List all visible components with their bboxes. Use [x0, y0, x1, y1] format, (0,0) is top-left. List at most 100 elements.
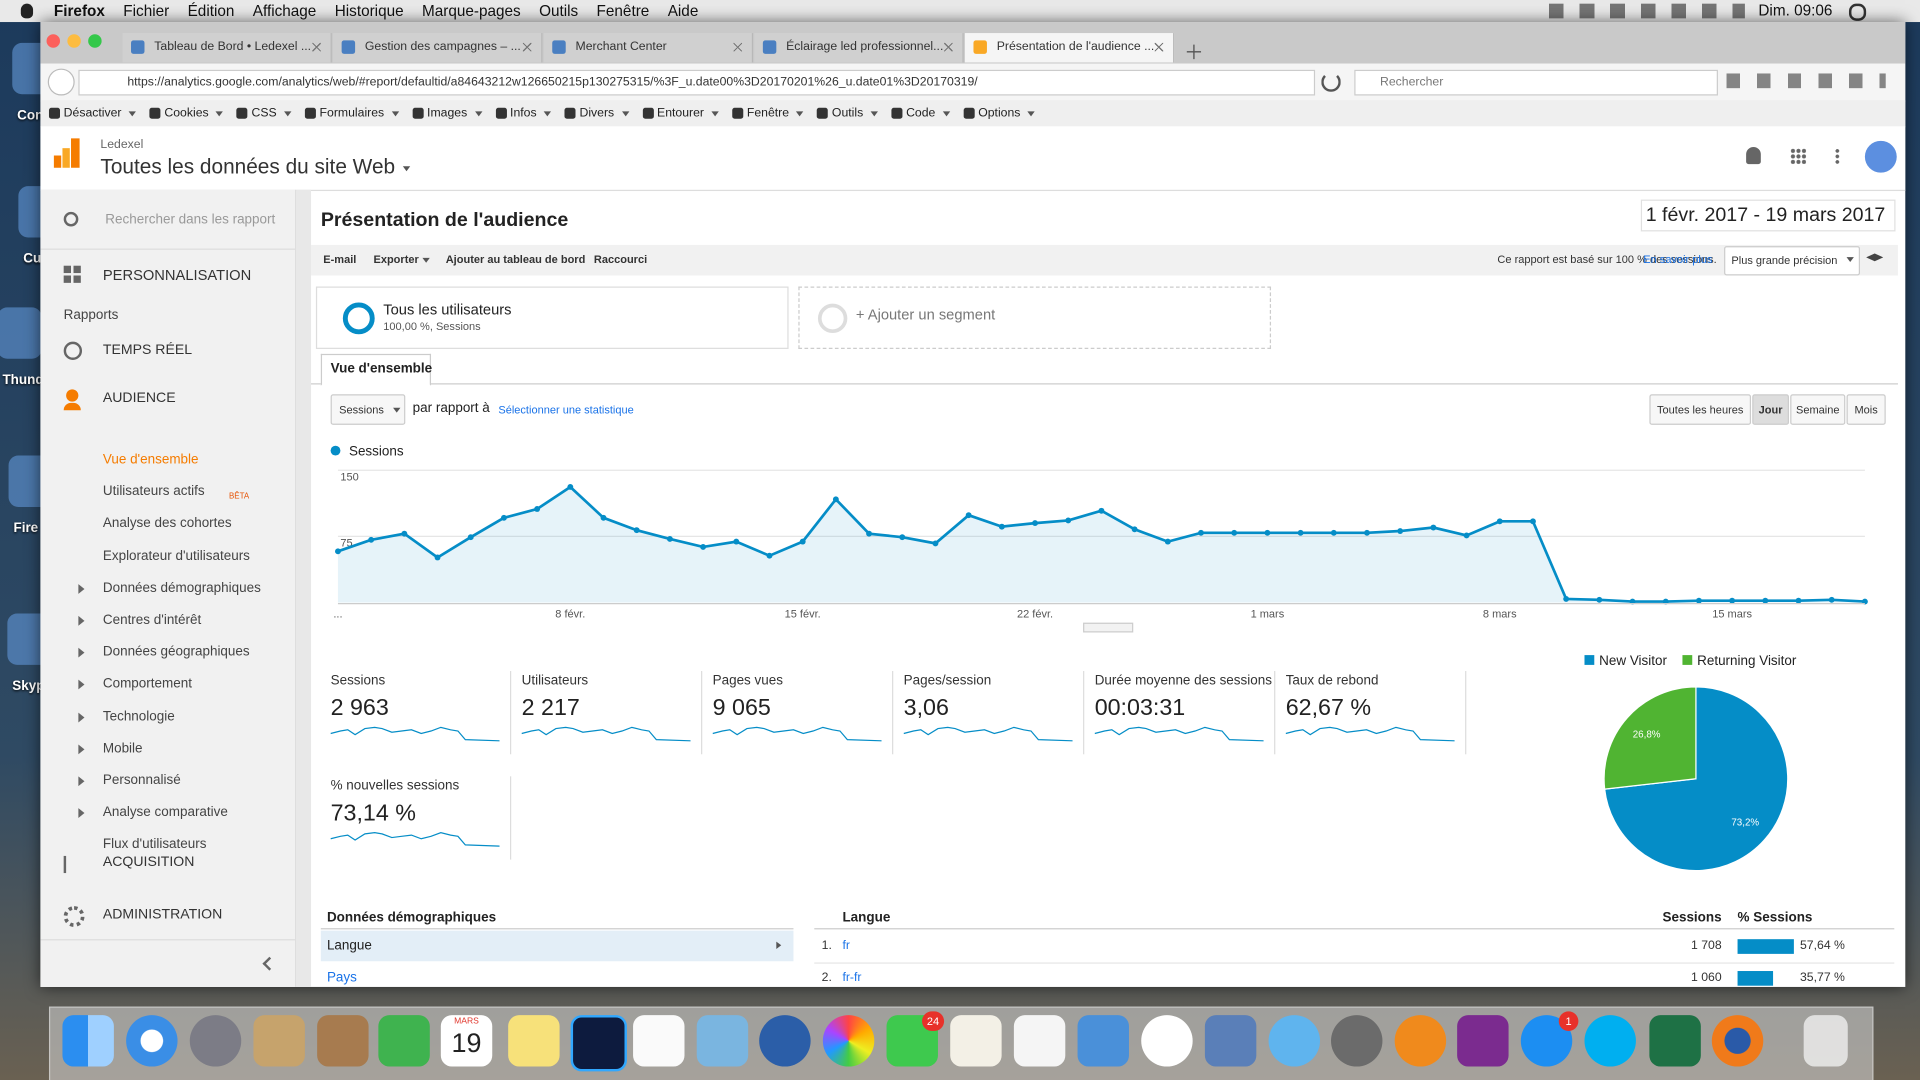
keynote-icon[interactable] — [1077, 1015, 1129, 1067]
new-tab[interactable]: ＋ — [1184, 42, 1204, 64]
expand-arrow[interactable] — [78, 808, 85, 819]
devtools-menu[interactable]: CSS — [236, 107, 292, 120]
devtools-menu[interactable]: Désactiver — [48, 107, 137, 120]
devtools-menu[interactable]: Entourer — [642, 107, 719, 120]
launchpad-icon[interactable] — [189, 1015, 242, 1067]
report-action[interactable]: E-mail — [323, 253, 356, 266]
nav-subitem[interactable]: Utilisateurs actifs — [102, 484, 205, 500]
reload-button[interactable] — [1321, 72, 1341, 92]
ibooks-icon[interactable] — [1394, 1015, 1447, 1067]
overview-tab[interactable]: Vue d'ensemble — [320, 353, 432, 386]
nav-audience[interactable]: AUDIENCE — [102, 390, 176, 406]
firefox-icon[interactable] — [1711, 1015, 1764, 1067]
close-button[interactable] — [46, 34, 61, 48]
granularity-button[interactable]: Mois — [1846, 394, 1886, 425]
photoshop-icon[interactable] — [570, 1015, 627, 1072]
skype-icon[interactable] — [1584, 1015, 1636, 1067]
finder-icon[interactable] — [62, 1015, 114, 1067]
granularity-button[interactable]: Jour — [1752, 394, 1789, 425]
nav-personalization[interactable]: PERSONNALISATION — [102, 266, 252, 284]
menu-item[interactable]: Historique — [334, 2, 404, 20]
photos-icon[interactable] — [822, 1015, 875, 1067]
tutorial-icon[interactable] — [1866, 253, 1884, 262]
nav-realtime[interactable]: TEMPS RÉEL — [102, 342, 193, 358]
expand-arrow[interactable] — [78, 776, 85, 787]
menu-item[interactable]: Marque-pages — [421, 2, 521, 20]
account-name[interactable]: Ledexel — [100, 138, 144, 152]
report-action[interactable]: Raccourci — [594, 253, 647, 266]
url-bar[interactable]: https://analytics.google.com/analytics/w… — [78, 69, 1316, 96]
status-icons[interactable] — [1548, 3, 1745, 19]
calendar-icon[interactable]: MARS 19 — [440, 1015, 493, 1067]
search-box[interactable]: Rechercher — [1354, 69, 1718, 96]
tab-close[interactable] — [522, 42, 532, 52]
tab[interactable]: Éclairage led professionnel... — [754, 33, 964, 63]
expand-arrow[interactable] — [78, 744, 85, 755]
safari-icon[interactable] — [126, 1015, 178, 1067]
nav-subitem[interactable]: Flux d'utilisateurs — [102, 837, 207, 852]
menu-item[interactable]: Fenêtre — [596, 2, 650, 20]
report-action[interactable]: Exporter — [373, 253, 430, 266]
menu-item[interactable]: Aide — [667, 2, 699, 20]
toolbar-icons[interactable] — [1726, 73, 1886, 89]
avatar[interactable] — [1864, 140, 1897, 173]
back-button[interactable] — [47, 68, 75, 96]
numbers-icon[interactable] — [1013, 1015, 1066, 1067]
contacts-icon[interactable] — [317, 1015, 369, 1067]
spotlight-icon[interactable] — [1848, 3, 1867, 21]
minimize-button[interactable] — [67, 34, 81, 48]
expand-arrow[interactable] — [78, 615, 85, 626]
trash-icon[interactable] — [1803, 1015, 1848, 1067]
tab-close[interactable] — [1154, 42, 1164, 52]
devtools-menu[interactable]: Outils — [817, 107, 878, 120]
menu-item[interactable]: Outils — [539, 2, 579, 20]
nav-subitem[interactable]: Analyse comparative — [102, 805, 228, 820]
tab[interactable]: Tableau de Bord • Ledexel ... — [122, 33, 332, 63]
nav-admin[interactable]: ADMINISTRATION — [102, 907, 223, 923]
menu-item[interactable]: Édition — [187, 2, 235, 20]
apple-logo[interactable] — [20, 3, 34, 19]
more-icon[interactable] — [1835, 148, 1840, 165]
demographics-item[interactable]: Pays — [326, 970, 357, 985]
row-name[interactable]: fr-fr — [842, 971, 862, 985]
onenote-icon[interactable] — [1457, 1015, 1509, 1067]
notes-icon[interactable] — [508, 1015, 560, 1067]
sidebar-search[interactable]: Rechercher dans les rapport — [105, 212, 276, 228]
add-segment-card[interactable]: + Ajouter un segment — [798, 286, 1272, 349]
zoom-button[interactable] — [88, 34, 102, 48]
preferences-icon[interactable] — [1331, 1015, 1383, 1067]
select-metric[interactable]: Sélectionner une statistique — [498, 403, 634, 416]
devtools-menu[interactable]: Images — [412, 107, 482, 120]
nav-subitem[interactable]: Explorateur d'utilisateurs — [102, 548, 250, 564]
thunderbird-icon[interactable] — [759, 1015, 811, 1067]
nav-acquisition[interactable]: ACQUISITION — [102, 854, 195, 870]
demographics-item[interactable]: Langue — [326, 938, 372, 954]
row-name[interactable]: fr — [842, 939, 850, 953]
precision-select[interactable]: Plus grande précision — [1724, 246, 1861, 276]
granularity-button[interactable]: Toutes les heures — [1649, 394, 1752, 425]
itunes-icon[interactable] — [1141, 1015, 1193, 1067]
nav-subitem[interactable]: Technologie — [102, 708, 175, 724]
devtools-menu[interactable]: Fenêtre — [732, 107, 804, 120]
property-selector[interactable]: Toutes les données du site Web — [100, 155, 410, 180]
clock[interactable]: Dim. 09:06 — [1758, 1, 1833, 19]
report-action[interactable]: Ajouter au tableau de bord — [446, 253, 586, 266]
tab-close[interactable] — [733, 42, 743, 52]
facetime-video-icon[interactable] — [378, 1015, 430, 1067]
expand-arrow[interactable] — [78, 680, 85, 690]
date-picker[interactable]: 1 févr. 2017 - 19 mars 2017 — [1640, 199, 1896, 232]
granularity-button[interactable]: Semaine — [1790, 394, 1846, 425]
expand-arrow[interactable] — [78, 583, 85, 594]
devtools-menu[interactable]: Cookies — [149, 107, 224, 120]
reminders-icon[interactable] — [633, 1015, 685, 1067]
nav-subitem[interactable]: Mobile — [102, 741, 143, 756]
notifications-icon[interactable] — [1746, 146, 1761, 165]
tab-close[interactable] — [944, 42, 953, 52]
devtools-menu[interactable]: Formulaires — [304, 107, 399, 120]
metric-select[interactable]: Sessions — [330, 394, 406, 425]
pages-icon[interactable] — [950, 1015, 1002, 1067]
image-icon[interactable] — [1204, 1015, 1257, 1067]
learn-more[interactable]: En savoir plus — [1643, 252, 1713, 266]
menu-item[interactable]: Fichier — [123, 2, 170, 20]
preview-icon[interactable] — [696, 1015, 749, 1067]
